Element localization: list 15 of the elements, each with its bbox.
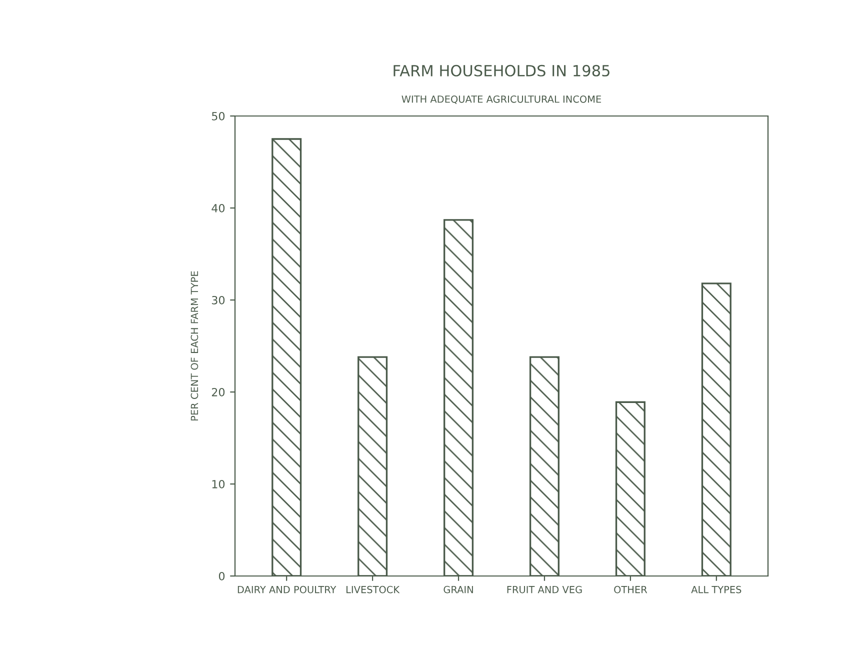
y-axis-title: PER CENT OF EACH FARM TYPE [190, 271, 198, 420]
x-tick-label: FRUIT AND VEG [507, 586, 582, 594]
x-tick-label: GRAIN [444, 586, 473, 594]
chart-subtitle: WITH ADEQUATE AGRICULTURAL INCOME [402, 95, 601, 104]
y-tick-label: 40 [212, 204, 225, 212]
y-tick-label: 20 [212, 388, 225, 396]
x-tick-label: OTHER [614, 586, 648, 594]
y-tick-label: 50 [212, 112, 225, 120]
x-tick-label: LIVESTOCK [346, 586, 400, 594]
x-tick-label: DAIRY AND POULTRY [238, 586, 336, 594]
y-tick-label: 10 [212, 480, 225, 488]
chart-title: FARM HOUSEHOLDS IN 1985 [394, 64, 610, 76]
y-tick-label: 30 [212, 296, 225, 304]
y-tick-label: 0 [218, 572, 225, 580]
x-tick-label: ALL TYPES [691, 586, 742, 594]
